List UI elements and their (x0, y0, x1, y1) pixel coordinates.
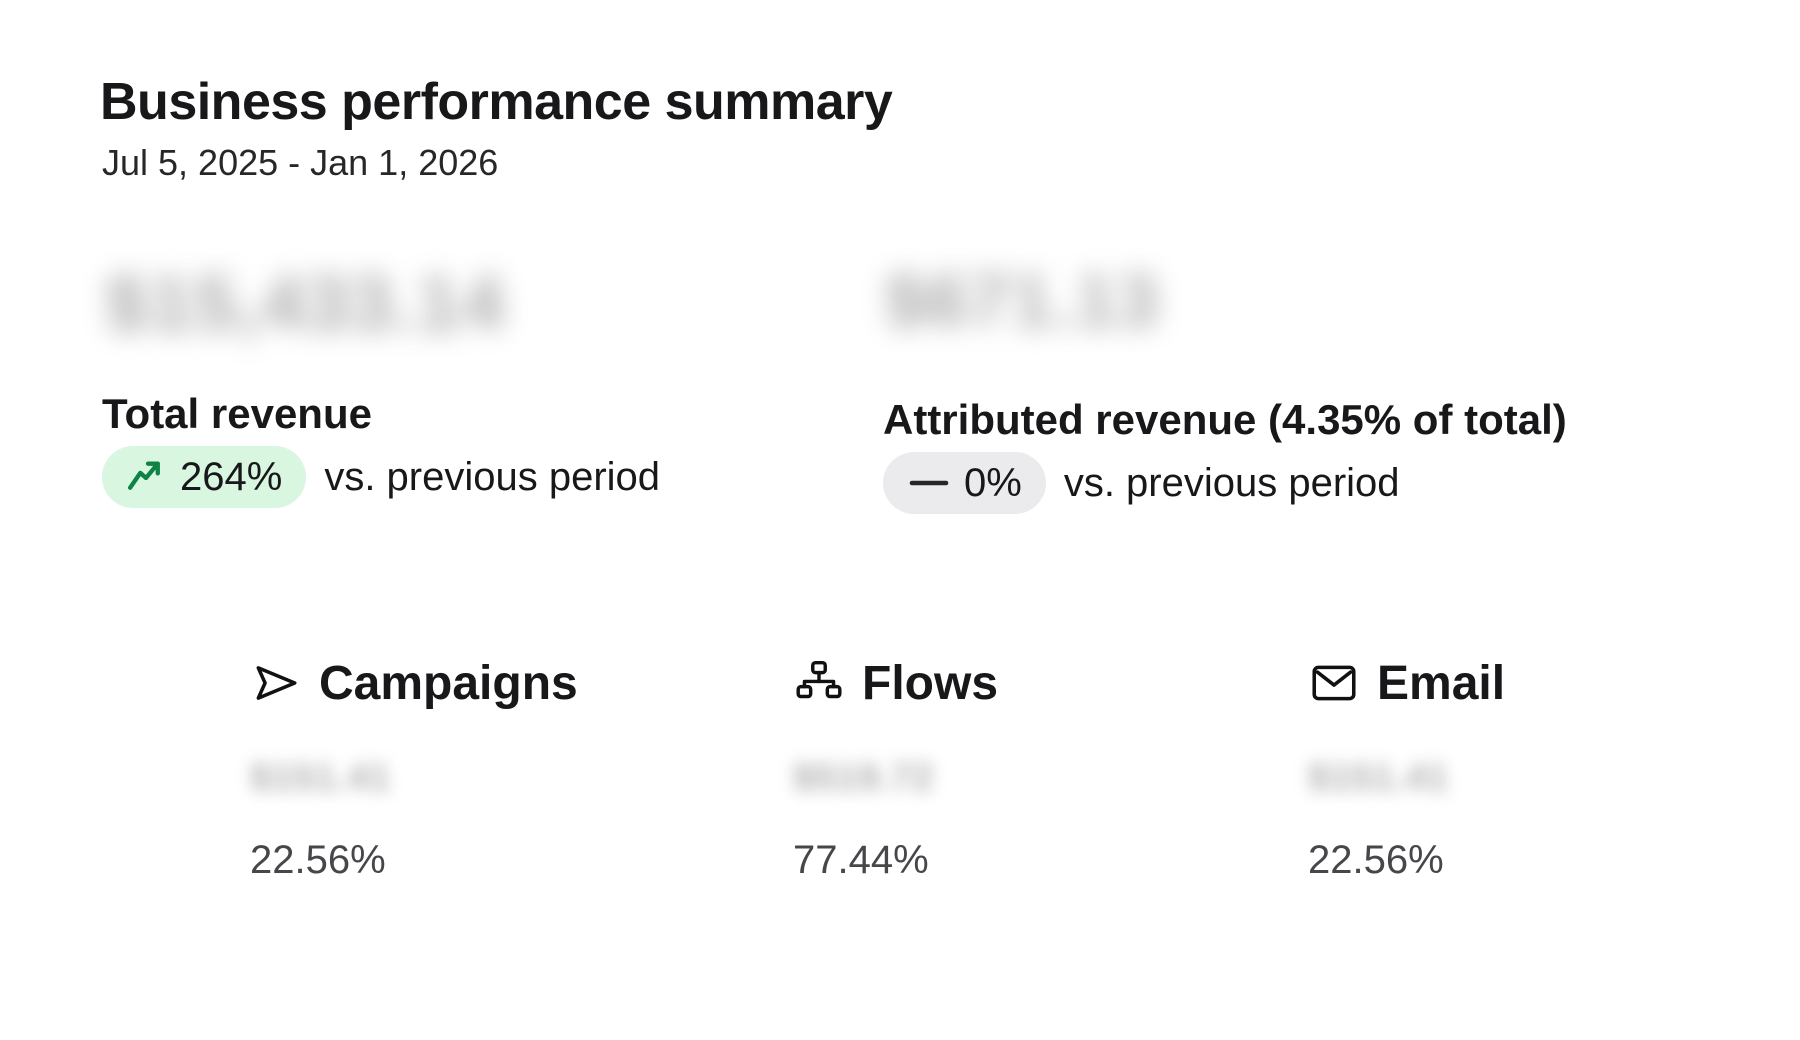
total-revenue-change-value: 264% (180, 454, 283, 499)
trend-up-icon (127, 461, 160, 490)
breakdown-email: Email $151.41 22.56% (1308, 655, 1505, 883)
attributed-revenue-change-value: 0% (964, 460, 1022, 505)
breakdown-campaigns-value-blurred: $151.41 (250, 757, 391, 799)
breakdown-campaigns-percent: 22.56% (250, 838, 386, 882)
breakdown-email-header: Email (1308, 655, 1505, 711)
breakdown-campaigns-header: Campaigns (250, 655, 578, 711)
send-icon (256, 666, 297, 700)
breakdown-email-percent: 22.56% (1308, 838, 1444, 882)
breakdown-flows-label: Flows (862, 656, 999, 710)
breakdown-flows-header: Flows (793, 655, 998, 711)
flow-chart-icon (796, 661, 842, 699)
breakdown-flows-value-blurred: $519.72 (793, 757, 934, 799)
envelope-icon (1312, 665, 1356, 701)
total-revenue-value-blurred: $15,433.14 (105, 259, 506, 347)
total-revenue-change-row: 264% vs. previous period (102, 446, 660, 508)
total-revenue-comparison-text: vs. previous period (324, 454, 661, 499)
attributed-revenue-change-row: 0% vs. previous period (883, 452, 1400, 514)
flat-trend-dash-icon (909, 480, 949, 486)
attributed-revenue-change-badge: 0% (883, 452, 1046, 514)
total-revenue-change-badge: 264% (102, 446, 307, 508)
breakdown-email-label: Email (1377, 656, 1506, 710)
breakdown-campaigns-label: Campaigns (319, 656, 578, 710)
attributed-revenue-label: Attributed revenue (4.35% of total) (883, 396, 1567, 443)
total-revenue-label: Total revenue (102, 390, 372, 437)
breakdown-flows: Flows $519.72 77.44% (793, 655, 998, 883)
breakdown-flows-percent: 77.44% (793, 838, 929, 882)
attributed-revenue-value-blurred: $671.13 (885, 259, 1160, 342)
date-range: Jul 5, 2025 - Jan 1, 2026 (102, 142, 499, 183)
page-title: Business performance summary (100, 73, 893, 131)
attributed-revenue-comparison-text: vs. previous period (1063, 460, 1400, 505)
breakdown-campaigns: Campaigns $151.41 22.56% (250, 655, 578, 883)
breakdown-email-value-blurred: $151.41 (1308, 757, 1449, 799)
